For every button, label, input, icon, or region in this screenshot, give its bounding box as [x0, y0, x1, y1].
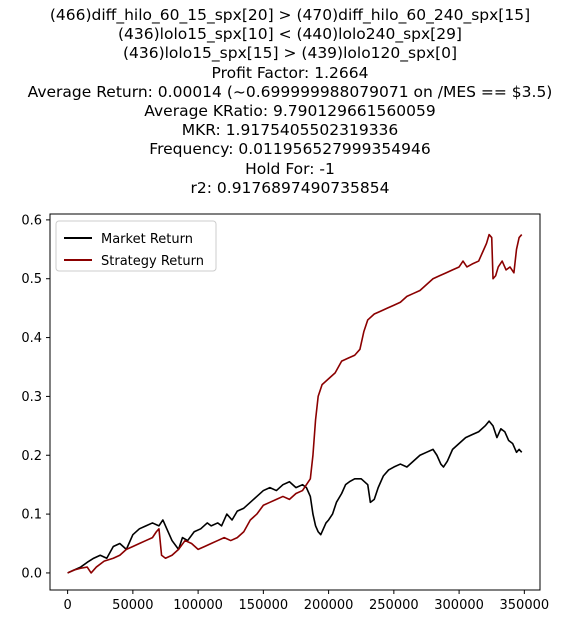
y-tick-label: 0.1 [21, 508, 42, 523]
y-tick-label: 0.2 [21, 449, 42, 464]
x-tick-label: 250000 [369, 598, 419, 613]
frequency-line: Frequency: 0.011956527999354946 [149, 140, 431, 159]
x-tick-label: 50000 [112, 598, 153, 613]
y-tick-label: 0.4 [21, 331, 42, 346]
legend: Market Return Strategy Return [55, 220, 217, 272]
title-line-1: (466)diff_hilo_60_15_spx[20] > (470)diff… [49, 6, 531, 24]
average-return-line: Average Return: 0.00014 (~0.699999988079… [27, 82, 553, 101]
plot-lines [67, 233, 523, 574]
title-line-2: (436)lolo15_spx[10] < (440)lolo240_spx[2… [118, 25, 462, 44]
x-tick-label: 0 [63, 598, 71, 613]
x-tick-label: 100000 [173, 598, 223, 613]
profit-factor-line: Profit Factor: 1.2664 [211, 63, 369, 82]
x-tick-label: 150000 [239, 598, 289, 613]
r2-line: r2: 0.9176897490735854 [190, 178, 390, 197]
series-line-strategy-return [67, 233, 523, 574]
legend-label-market-return: Market Return [101, 232, 193, 247]
y-tick-label: 0.6 [21, 213, 42, 228]
y-axis: 0.0 0.1 0.2 0.3 0.4 0.5 0.6 [21, 213, 50, 581]
x-axis: 0 50000 100000 150000 200000 250000 300000 3500… [63, 590, 549, 613]
x-tick-label: 300000 [434, 598, 484, 613]
average-kratio-line: Average KRatio: 9.790129661560059 [144, 102, 436, 121]
y-tick-label: 0.5 [21, 272, 42, 287]
y-tick-label: 0.3 [21, 390, 42, 405]
x-tick-label: 200000 [304, 598, 354, 613]
legend-label-strategy-return: Strategy Return [101, 254, 204, 269]
y-tick-label: 0.0 [21, 566, 42, 581]
chart-title: (466)diff_hilo_60_15_spx[20] > (470)diff… [0, 6, 580, 198]
legend-box [55, 220, 217, 272]
title-line-3: (436)lolo15_spx[15] > (439)lolo120_spx[0… [122, 44, 458, 63]
hold-for-line: Hold For: -1 [245, 159, 335, 178]
mkr-line: MKR: 1.9175405502319336 [181, 121, 399, 140]
plot-frame [49, 213, 541, 591]
x-tick-label: 350000 [500, 598, 550, 613]
series-line-market-return [67, 420, 523, 574]
